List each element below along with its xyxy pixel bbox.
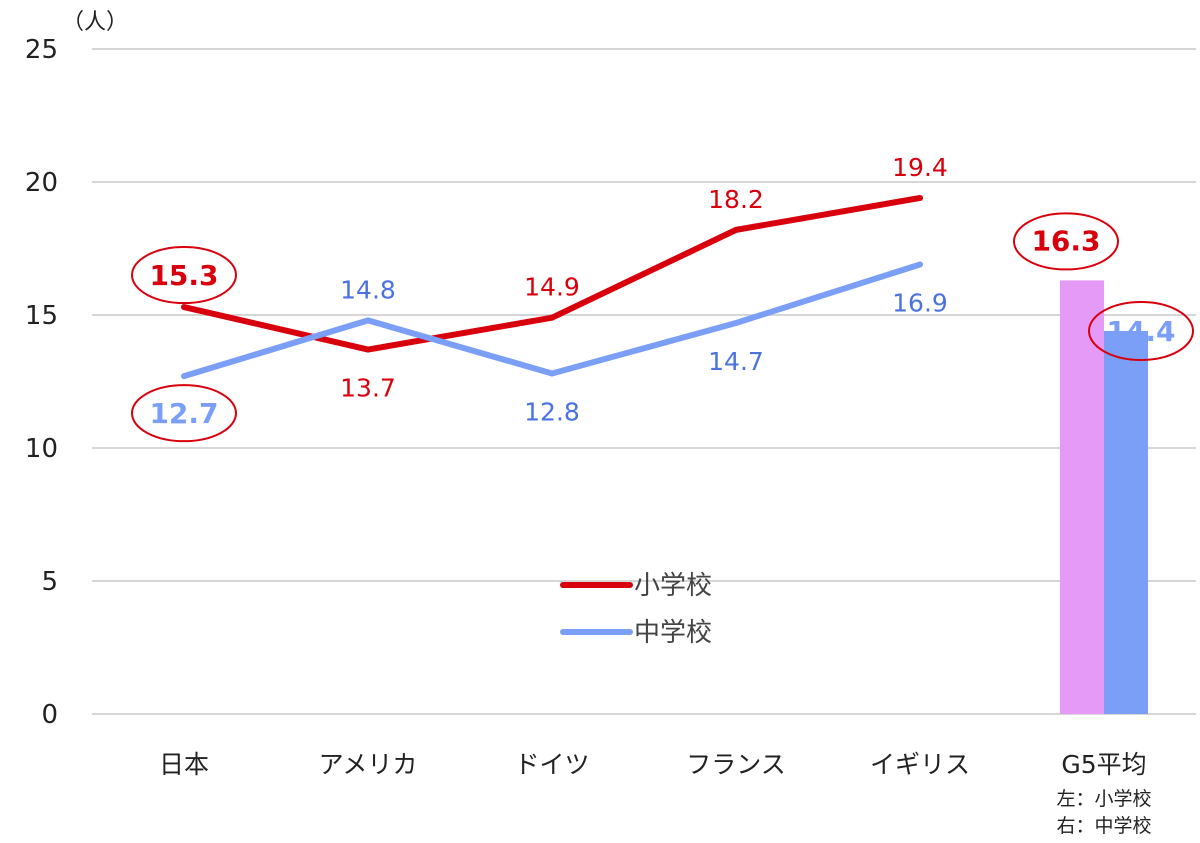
legend-label: 中学校 <box>634 618 712 648</box>
y-axis-unit: （人） <box>62 10 128 35</box>
x-category-label: イギリス <box>870 750 970 779</box>
highlight-ring <box>131 246 237 305</box>
highlight-ring <box>131 384 237 443</box>
y-axis-ticks: 0 5 10 15 20 25 <box>25 35 58 730</box>
x-category-label: フランス <box>686 750 786 779</box>
highlight-ring <box>1088 300 1194 361</box>
y-tick-label: 5 <box>41 567 58 597</box>
legend-label: 小学校 <box>634 571 712 601</box>
y-tick-label: 20 <box>25 168 58 198</box>
data-label: 14.7 <box>708 347 764 376</box>
data-label: 14.4 <box>1106 315 1175 348</box>
g5-average-bar <box>1060 280 1104 714</box>
x-category-note: 左：小学校 <box>1056 788 1151 810</box>
x-category-label: アメリカ <box>319 750 418 779</box>
data-label: 16.9 <box>892 288 948 317</box>
x-category-label: ドイツ <box>514 750 589 779</box>
data-label: 14.8 <box>340 275 396 304</box>
series-lines <box>181 194 923 380</box>
data-label: 18.2 <box>708 185 764 214</box>
data-label: 14.9 <box>524 273 580 302</box>
highlight-rings <box>131 212 1194 443</box>
series-line <box>181 261 923 380</box>
data-label: 12.7 <box>149 397 218 430</box>
x-category-note: 右：中学校 <box>1056 815 1151 837</box>
x-category-label: G5平均 <box>1061 750 1146 779</box>
y-tick-label: 25 <box>25 35 58 65</box>
series-line <box>181 194 923 353</box>
y-tick-label: 10 <box>25 434 58 464</box>
g5-average-bar <box>1104 330 1148 714</box>
highlight-ring <box>1013 212 1119 271</box>
y-tick-label: 15 <box>25 301 58 331</box>
data-label: 16.3 <box>1031 224 1100 257</box>
data-label: 12.8 <box>524 398 580 427</box>
data-label: 19.4 <box>892 153 948 182</box>
y-tick-label: 0 <box>41 700 58 730</box>
data-labels: 16.3 14.4 15.3 12.7 13.7 14.8 14.9 12.8 18.2 14.7… <box>149 153 1175 430</box>
data-label: 15.3 <box>149 259 218 292</box>
x-category-label: 日本 <box>159 750 209 779</box>
g5-average-bars <box>1060 280 1148 714</box>
data-label: 13.7 <box>340 374 396 403</box>
gridlines <box>92 48 1196 715</box>
